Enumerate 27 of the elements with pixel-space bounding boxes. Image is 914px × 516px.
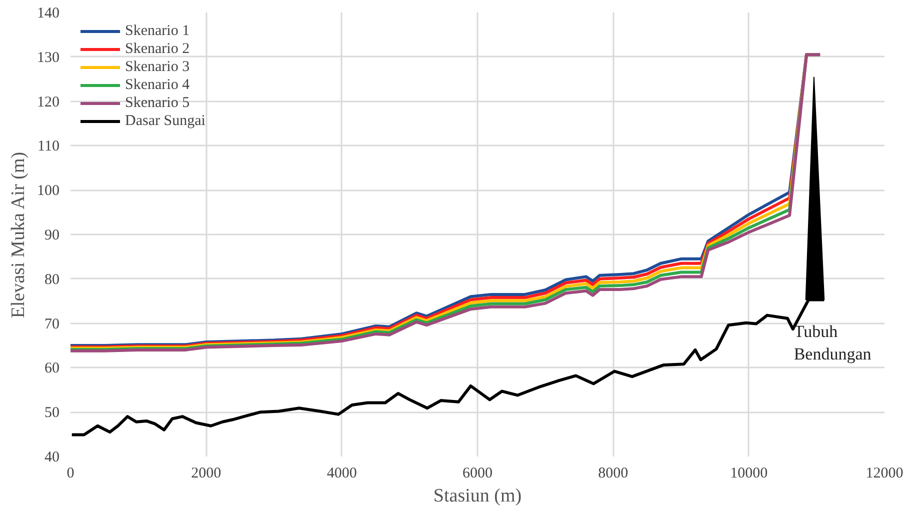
x-tick-label: 8000 <box>598 466 628 482</box>
legend-label: Skenario 3 <box>125 58 190 76</box>
y-tick-label: 120 <box>37 94 60 110</box>
y-tick-label: 70 <box>44 316 60 332</box>
y-tick-label: 100 <box>37 183 60 200</box>
x-tick-label: 10000 <box>730 466 768 482</box>
y-tick-label: 90 <box>44 228 60 244</box>
y-tick-label: 40 <box>44 450 60 466</box>
annotation: Tubuh Bendungan <box>794 322 872 364</box>
legend-label: Skenario 2 <box>125 40 190 58</box>
y-axis-title: Elevasi Muka Air (m) <box>8 152 29 318</box>
x-tick-label: 6000 <box>462 466 492 482</box>
y-tick-label: 110 <box>38 138 60 155</box>
y-tick-label: 140 <box>37 6 60 22</box>
y-tick-label: 50 <box>44 405 60 422</box>
x-tick-label: 0 <box>66 466 74 482</box>
x-axis-title: Stasiun (m) <box>433 486 522 506</box>
x-tick-label: 12000 <box>866 466 904 482</box>
x-tick-label: 4000 <box>326 466 357 482</box>
y-tick-label: 80 <box>44 272 60 288</box>
legend-label: Dasar Sungai <box>125 112 206 130</box>
legend-label: Skenario 4 <box>125 76 190 94</box>
x-tick-label: 2000 <box>191 466 222 482</box>
legend-label: Skenario 5 <box>125 94 190 112</box>
y-tick-label: 130 <box>37 50 60 66</box>
legend-label: Skenario 1 <box>125 22 190 40</box>
y-tick-label: 60 <box>44 360 60 377</box>
